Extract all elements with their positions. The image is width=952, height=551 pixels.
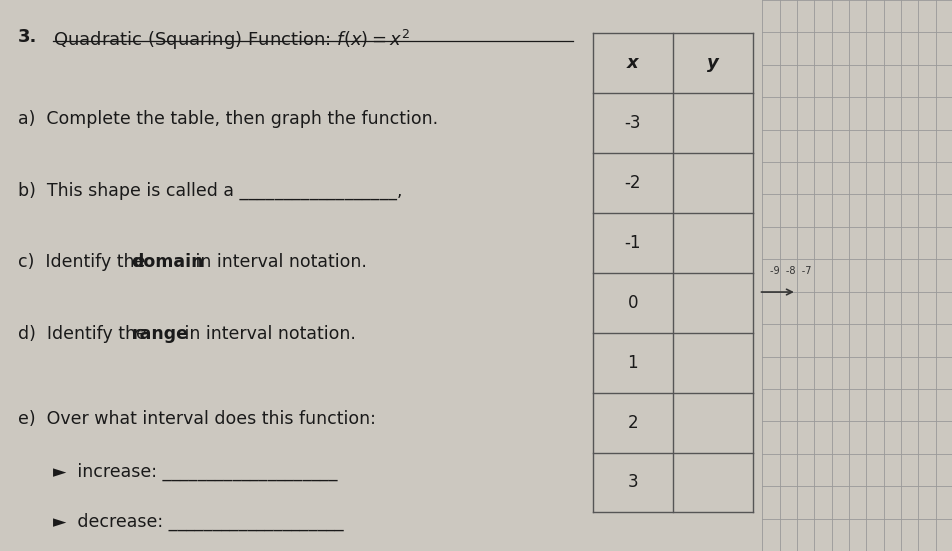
Text: Quadratic (Squaring) Function: $f(x)=x^2$: Quadratic (Squaring) Function: $f(x)=x^2… <box>53 28 410 52</box>
Text: y: y <box>706 54 718 72</box>
Text: -2: -2 <box>624 174 641 192</box>
Text: in interval notation.: in interval notation. <box>179 325 355 343</box>
Text: ►  decrease: ____________________: ► decrease: ____________________ <box>53 512 344 531</box>
Text: -3: -3 <box>624 114 641 132</box>
Text: 3.: 3. <box>18 28 37 46</box>
Text: 2: 2 <box>626 414 638 431</box>
Text: d)  Identify the: d) Identify the <box>18 325 152 343</box>
Text: -1: -1 <box>624 234 641 252</box>
Text: b)  This shape is called a __________________,: b) This shape is called a ______________… <box>18 182 402 200</box>
Text: 3: 3 <box>626 473 638 491</box>
Text: x: x <box>626 54 638 72</box>
Text: a)  Complete the table, then graph the function.: a) Complete the table, then graph the fu… <box>18 110 437 128</box>
Text: e)  Over what interval does this function:: e) Over what interval does this function… <box>18 410 375 429</box>
Text: range: range <box>131 325 188 343</box>
Text: -9  -8  -7: -9 -8 -7 <box>769 266 811 276</box>
Text: 1: 1 <box>626 354 638 371</box>
Text: domain: domain <box>131 253 204 272</box>
Text: c)  Identify the: c) Identify the <box>18 253 150 272</box>
Text: 0: 0 <box>626 294 638 312</box>
Text: in interval notation.: in interval notation. <box>190 253 367 272</box>
Text: ►  increase: ____________________: ► increase: ____________________ <box>53 463 337 481</box>
